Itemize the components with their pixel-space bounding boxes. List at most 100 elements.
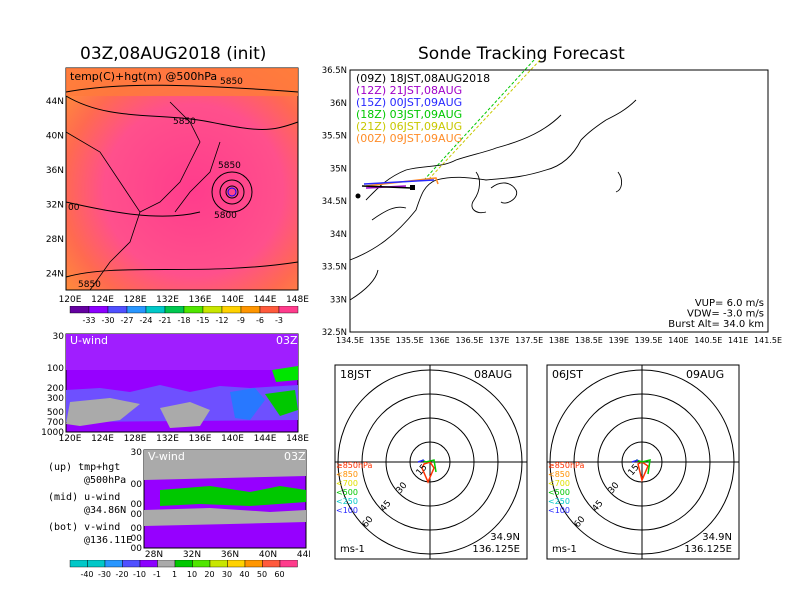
u-wind-time: 03Z xyxy=(276,334,298,347)
colorbar-tick: -9 xyxy=(237,316,245,325)
colorbar-swatch xyxy=(174,560,193,568)
colorbar-swatch xyxy=(262,560,281,568)
panel-legend: (up) tmp+hgt @500hPa (mid) u-wind @34.86… xyxy=(48,461,132,547)
pressure-tick-label: 700 xyxy=(47,418,64,428)
hodo-time: 18JST xyxy=(340,368,371,381)
lat-tick-label: 33.5N xyxy=(322,263,347,273)
right-title: Sonde Tracking Forecast xyxy=(418,44,625,64)
colorbar-swatch xyxy=(192,560,211,568)
colorbar-swatch xyxy=(279,560,298,568)
lon-tick-label: 148E xyxy=(286,295,309,305)
lat-tick-label: 40N xyxy=(259,550,277,560)
colorbar-tick: -12 xyxy=(215,316,228,325)
pressure-tick-label: 300 xyxy=(130,510,142,520)
level-legend-entry: <850 xyxy=(336,470,358,479)
colorbar-tick: -33 xyxy=(82,316,95,325)
u-wind-label: U-wind xyxy=(70,334,108,347)
hodo-date: 09AUG xyxy=(686,368,724,381)
hodograph-right: 06JST 09AUG 34.9N 136.125E ms-1 15 30 45… xyxy=(546,364,740,560)
lat-tick-label: 40N xyxy=(46,132,64,142)
pressure-tick-label: 200 xyxy=(130,500,142,510)
lon-tick-label: 134.5E xyxy=(336,336,364,345)
pressure-tick-label: 700 xyxy=(130,534,142,544)
legend-up: (up) tmp+hgt xyxy=(48,462,121,473)
colorbar-tick: -10 xyxy=(133,570,146,579)
colorbar-swatch xyxy=(164,306,185,314)
pressure-tick-label: 1000 xyxy=(130,544,142,554)
lon-tick-label: 128E xyxy=(124,295,147,305)
lon-tick-label: 141E xyxy=(728,336,748,345)
colorbar-swatch xyxy=(87,560,106,568)
colorbar-swatch xyxy=(69,306,90,314)
level-legend-entry: <500 xyxy=(336,488,358,497)
pressure-tick-label: 200 xyxy=(47,384,64,394)
lon-tick-label: 141.5E xyxy=(754,336,782,345)
colorbar-tick: -21 xyxy=(158,316,171,325)
lon-tick-label: 137E xyxy=(489,336,509,345)
map-label: temp(C)+hgt(m) @500hPa xyxy=(70,70,217,83)
hodo-lon: 136.125E xyxy=(684,544,732,555)
colorbar-swatch xyxy=(240,306,261,314)
colorbar-swatch xyxy=(122,560,141,568)
contour-label: 5850 xyxy=(218,161,241,171)
lat-tick-label: 35.5N xyxy=(322,132,347,142)
hodo-lon: 136.125E xyxy=(472,544,520,555)
colorbar-swatch xyxy=(244,560,263,568)
colorbar-tick: 40 xyxy=(239,570,249,579)
track-legend-entry: (09Z) 18JST,08AUG2018 xyxy=(356,72,490,85)
legend-mid-2: @34.86N xyxy=(84,505,127,516)
lon-tick-label: 132E xyxy=(156,295,179,305)
lat-tick-label: 44N xyxy=(46,97,64,107)
track-param: VDW= -3.0 m/s xyxy=(687,309,764,320)
hodo-time: 06JST xyxy=(552,368,583,381)
legend-up-2: @500hPa xyxy=(84,475,127,486)
colorbar-swatch xyxy=(126,306,147,314)
track-legend-entry: (18Z) 03JST,09AUG xyxy=(356,108,462,121)
colorbar-tick: -20 xyxy=(115,570,128,579)
lat-tick-label: 28N xyxy=(46,235,64,245)
lat-tick-label: 36N xyxy=(221,550,239,560)
colorbar-swatch xyxy=(259,306,280,314)
level-legend-entry: <250 xyxy=(336,497,358,506)
contour-label: 5850 xyxy=(78,280,101,290)
lat-tick-label: 34N xyxy=(330,230,347,240)
lon-tick-label: 139E xyxy=(609,336,629,345)
colorbar-swatch xyxy=(157,560,176,568)
lat-tick-label: 32N xyxy=(46,201,64,211)
legend-bot: (bot) v-wind xyxy=(48,522,121,533)
track-legend-entry: (21Z) 06JST,09AUG xyxy=(356,120,462,133)
lon-tick-label: 140E xyxy=(221,434,244,444)
lon-tick-label: 138E xyxy=(549,336,569,345)
lat-tick-label: 34.5N xyxy=(322,197,347,207)
track-legend-entry: (00Z) 09JST,09AUG xyxy=(356,132,462,145)
lon-tick-label: 136.5E xyxy=(455,336,483,345)
v-wind-label: V-wind xyxy=(148,450,185,463)
lat-tick-label: 32.5N xyxy=(322,328,347,338)
contour-label: 5800 xyxy=(214,211,237,221)
pressure-tick-label: 1000 xyxy=(41,428,64,438)
pressure-tick-label: 30 xyxy=(131,448,143,458)
pressure-tick-label: 30 xyxy=(53,332,65,342)
track-legend-entry: (12Z) 21JST,08AUG xyxy=(356,84,462,97)
lat-tick-label: 24N xyxy=(46,270,64,280)
lon-tick-label: 140E xyxy=(221,295,244,305)
lon-tick-label: 137.5E xyxy=(515,336,543,345)
lon-tick-label: 140.5E xyxy=(694,336,722,345)
legend-mid: (mid) u-wind xyxy=(48,492,121,503)
lon-tick-label: 148E xyxy=(286,434,309,444)
hodo-unit: ms-1 xyxy=(552,544,577,555)
lon-tick-label: 136E xyxy=(429,336,449,345)
pressure-tick-label: 500 xyxy=(130,524,142,534)
hodo-date: 08AUG xyxy=(474,368,512,381)
colorbar-tick: 20 xyxy=(204,570,214,579)
sonde-track-map: 36.5N 36N 35.5N 35N 34.5N 34N 33.5N 33N 32.5N 13… xyxy=(322,60,782,345)
colorbar-tick: 50 xyxy=(257,570,267,579)
colorbar-swatch xyxy=(104,560,123,568)
contour-label: 5850 xyxy=(173,117,196,127)
colorbar-tick: -30 xyxy=(101,316,114,325)
colorbar-tick: -27 xyxy=(120,316,133,325)
level-legend-entry: <100 xyxy=(548,506,570,515)
colorbar-swatch xyxy=(221,306,242,314)
colorbar-swatch xyxy=(227,560,246,568)
